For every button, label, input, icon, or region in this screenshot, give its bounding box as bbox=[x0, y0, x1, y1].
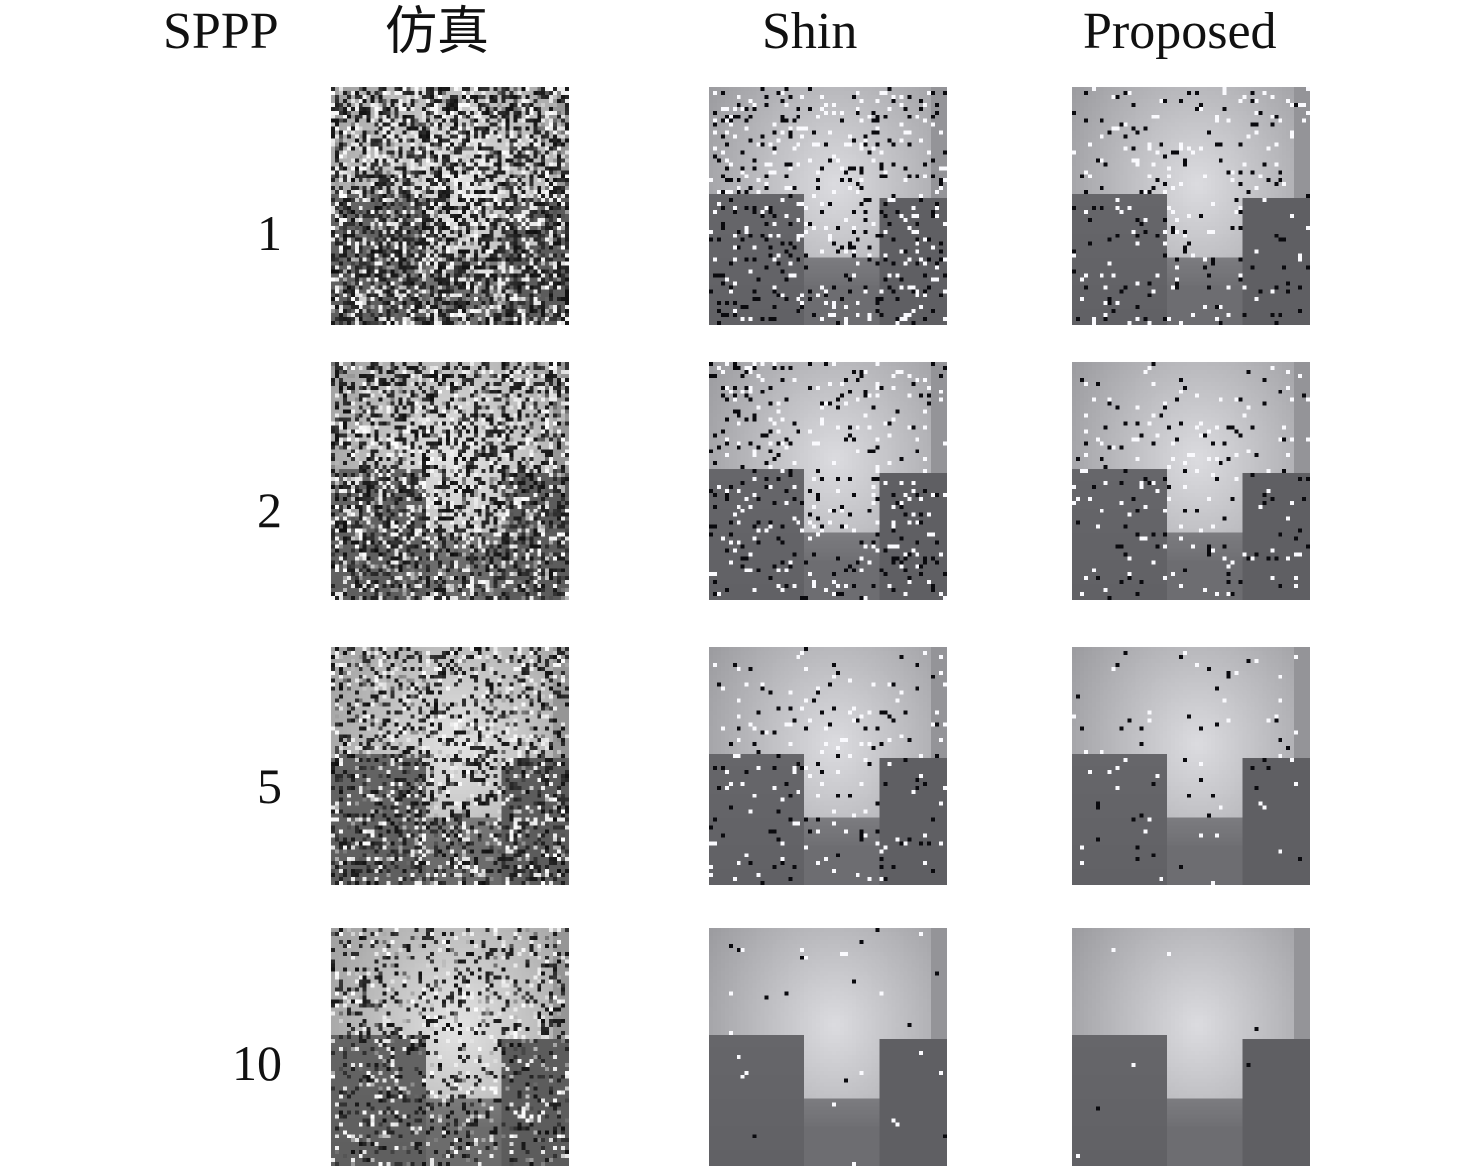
depth-image-simulation-sppp-1 bbox=[331, 87, 569, 325]
depth-image-canvas bbox=[331, 87, 569, 325]
column-header-simulation: 仿真 bbox=[385, 2, 490, 62]
row-param-header: SPPP bbox=[163, 3, 279, 60]
depth-image-proposed-sppp-1 bbox=[1072, 87, 1310, 325]
depth-image-canvas bbox=[331, 362, 569, 600]
depth-image-shin-sppp-5 bbox=[709, 647, 947, 885]
depth-image-canvas bbox=[331, 928, 569, 1166]
depth-image-proposed-sppp-10 bbox=[1072, 928, 1310, 1166]
depth-image-canvas bbox=[709, 362, 947, 600]
depth-image-simulation-sppp-5 bbox=[331, 647, 569, 885]
row-label-sppp-5: 5 bbox=[257, 758, 282, 814]
depth-image-canvas bbox=[709, 87, 947, 325]
depth-image-canvas bbox=[1072, 362, 1310, 600]
depth-image-proposed-sppp-2 bbox=[1072, 362, 1310, 600]
row-label-sppp-10: 10 bbox=[232, 1035, 282, 1091]
depth-image-canvas bbox=[709, 647, 947, 885]
row-label-sppp-2: 2 bbox=[257, 482, 282, 538]
depth-image-canvas bbox=[1072, 87, 1310, 325]
depth-image-canvas bbox=[709, 928, 947, 1166]
row-label-sppp-1: 1 bbox=[257, 205, 282, 261]
column-header-proposed: Proposed bbox=[1083, 3, 1277, 60]
depth-image-shin-sppp-2 bbox=[709, 362, 947, 600]
depth-image-shin-sppp-10 bbox=[709, 928, 947, 1166]
depth-image-shin-sppp-1 bbox=[709, 87, 947, 325]
depth-image-canvas bbox=[1072, 647, 1310, 885]
depth-image-proposed-sppp-5 bbox=[1072, 647, 1310, 885]
depth-image-simulation-sppp-2 bbox=[331, 362, 569, 600]
depth-image-canvas bbox=[1072, 928, 1310, 1166]
depth-image-canvas bbox=[331, 647, 569, 885]
depth-image-simulation-sppp-10 bbox=[331, 928, 569, 1166]
column-header-shin: Shin bbox=[762, 3, 858, 60]
